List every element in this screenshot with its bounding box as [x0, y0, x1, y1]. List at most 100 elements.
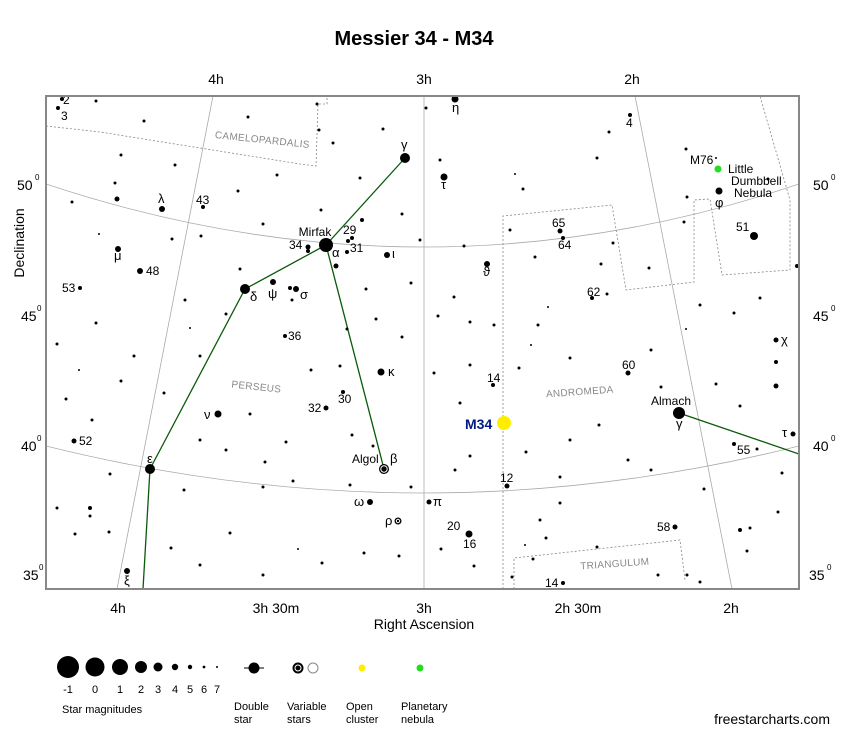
ra-bottom-tick-4h: 4h	[110, 600, 126, 616]
star	[595, 156, 599, 160]
legend-double-line-2: star	[234, 714, 253, 726]
star	[536, 323, 540, 327]
star	[198, 438, 202, 442]
label-14-tri: 14	[545, 576, 559, 590]
label-phi-per: φ	[715, 195, 723, 210]
ra-bottom-tick-3h30m: 3h 30m	[253, 600, 300, 616]
constellation-perseus: PERSEUS	[231, 379, 282, 395]
star	[319, 238, 333, 252]
star	[453, 468, 457, 472]
m76-name-line-1: Little	[728, 162, 754, 176]
legend-open-line-1: Open	[346, 701, 373, 713]
star	[510, 575, 514, 579]
star	[94, 99, 98, 103]
star	[790, 431, 796, 437]
star	[774, 360, 778, 364]
m34-label: M34	[465, 416, 492, 432]
star	[400, 153, 410, 163]
star	[73, 532, 77, 536]
star	[561, 236, 565, 240]
star	[682, 220, 686, 224]
star	[715, 187, 723, 195]
plot-frame	[45, 95, 800, 590]
star	[288, 286, 292, 290]
star	[275, 173, 279, 177]
ra-bottom-ticks: 4h 3h 30m 3h 2h 30m 2h	[110, 600, 739, 616]
dec-left-degree-40: 0	[37, 434, 42, 443]
star	[246, 115, 250, 119]
star	[568, 438, 572, 442]
m76-planetary-nebula-marker	[714, 165, 722, 173]
magnitude-label: -1	[63, 684, 73, 696]
star	[766, 177, 770, 181]
star	[345, 327, 349, 331]
label-algol: Algol	[352, 452, 379, 466]
star	[418, 238, 422, 242]
plot-area: CAMELOPARDALIS PERSEUS ANDROMEDA TRIANGU…	[46, 93, 799, 590]
star	[424, 106, 428, 110]
star	[364, 287, 368, 291]
legend-open-line-2: cluster	[346, 714, 379, 726]
label-kappa-per: κ	[388, 364, 395, 379]
legend-variable-line-1: Variable	[287, 701, 327, 713]
star	[270, 279, 276, 285]
star	[732, 442, 736, 446]
dec-right-tick-35: 35	[809, 567, 825, 583]
credit-link[interactable]: freestarcharts.com	[714, 711, 830, 727]
label-mirfak: Mirfak	[299, 225, 333, 239]
star	[201, 205, 205, 209]
magnitude-label: 2	[138, 684, 144, 696]
star	[625, 370, 631, 376]
star	[348, 483, 352, 487]
star	[468, 363, 472, 367]
star	[517, 366, 521, 370]
star	[400, 212, 404, 216]
legend: -1 0 1 2 3 4 5 6 7 Star magnitudes Double star V…	[57, 656, 448, 726]
label-12: 12	[500, 471, 514, 485]
label-lambda-per: λ	[158, 191, 165, 206]
label-62: 62	[587, 285, 601, 299]
magnitude-scale: -1 0 1 2 3 4 5 6 7	[57, 656, 220, 696]
star	[214, 410, 222, 418]
label-tau-per: τ	[441, 177, 447, 192]
star	[462, 244, 466, 248]
star	[333, 263, 339, 269]
label-64: 64	[558, 238, 572, 252]
star	[238, 267, 242, 271]
star	[599, 262, 603, 266]
star	[71, 438, 77, 444]
star	[124, 568, 130, 574]
star	[224, 448, 228, 452]
star	[409, 485, 413, 489]
star	[508, 228, 512, 232]
dec-right-degree-50: 0	[831, 173, 836, 182]
label-53: 53	[62, 281, 76, 295]
star	[738, 404, 742, 408]
star	[132, 354, 136, 358]
m76-label: M76	[690, 153, 714, 167]
star	[491, 383, 495, 387]
star	[236, 189, 240, 193]
star	[358, 176, 362, 180]
label-2: 2	[63, 93, 70, 107]
star	[656, 573, 660, 577]
star	[350, 236, 354, 240]
star	[558, 501, 562, 505]
star	[381, 127, 385, 131]
star	[173, 163, 177, 167]
magnitude-label: 3	[155, 684, 161, 696]
star	[170, 237, 174, 241]
star	[55, 342, 59, 346]
star	[78, 286, 82, 290]
label-32: 32	[308, 401, 322, 415]
star	[320, 561, 324, 565]
star	[504, 483, 510, 489]
ra-bottom-tick-3h: 3h	[416, 600, 432, 616]
label-14: 14	[487, 371, 501, 385]
dec-right-degree-35: 0	[827, 563, 832, 572]
star	[750, 232, 758, 240]
star	[530, 344, 532, 346]
star	[738, 528, 742, 532]
dec-left-degree-50: 0	[35, 173, 40, 182]
